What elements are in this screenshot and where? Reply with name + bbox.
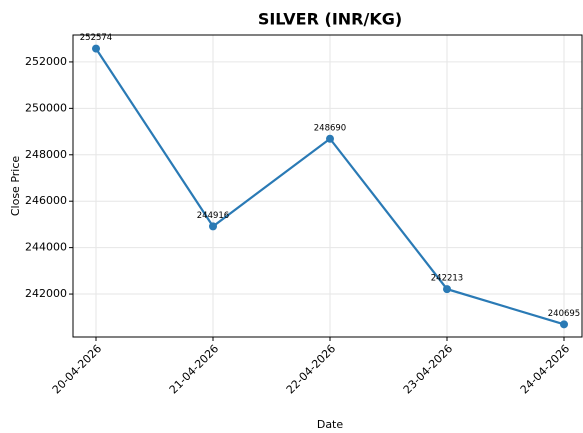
point xyxy=(443,285,451,294)
x-tick-label: 22-04-2026 xyxy=(284,342,338,396)
y-tick-label: 244000 xyxy=(25,241,67,254)
data-label: 240695 xyxy=(548,309,580,319)
y-tick-label: 248000 xyxy=(25,148,67,161)
chart-title: SILVER (INR/KG) xyxy=(258,10,402,29)
y-tick-label: 250000 xyxy=(25,101,67,114)
y-axis-label: Close Price xyxy=(9,156,22,217)
x-tick-label: 21-04-2026 xyxy=(167,342,221,396)
point xyxy=(326,134,334,143)
y-tick-label: 252000 xyxy=(25,55,67,68)
point xyxy=(209,222,217,231)
data-label: 248690 xyxy=(314,123,346,133)
plot-frame xyxy=(72,34,583,338)
x-tick-label: 23-04-2026 xyxy=(401,342,455,396)
y-tick-label: 246000 xyxy=(25,194,67,207)
point xyxy=(92,44,100,53)
x-axis-label: Date xyxy=(317,418,344,431)
data-label: 244916 xyxy=(197,211,229,221)
y-tick-label: 242000 xyxy=(25,287,67,300)
x-tick-label: 24-04-2026 xyxy=(518,342,572,396)
data-label: 242213 xyxy=(431,274,463,284)
data-label: 252574 xyxy=(80,33,112,43)
point xyxy=(560,320,568,329)
x-tick-label: 20-04-2026 xyxy=(50,342,104,396)
